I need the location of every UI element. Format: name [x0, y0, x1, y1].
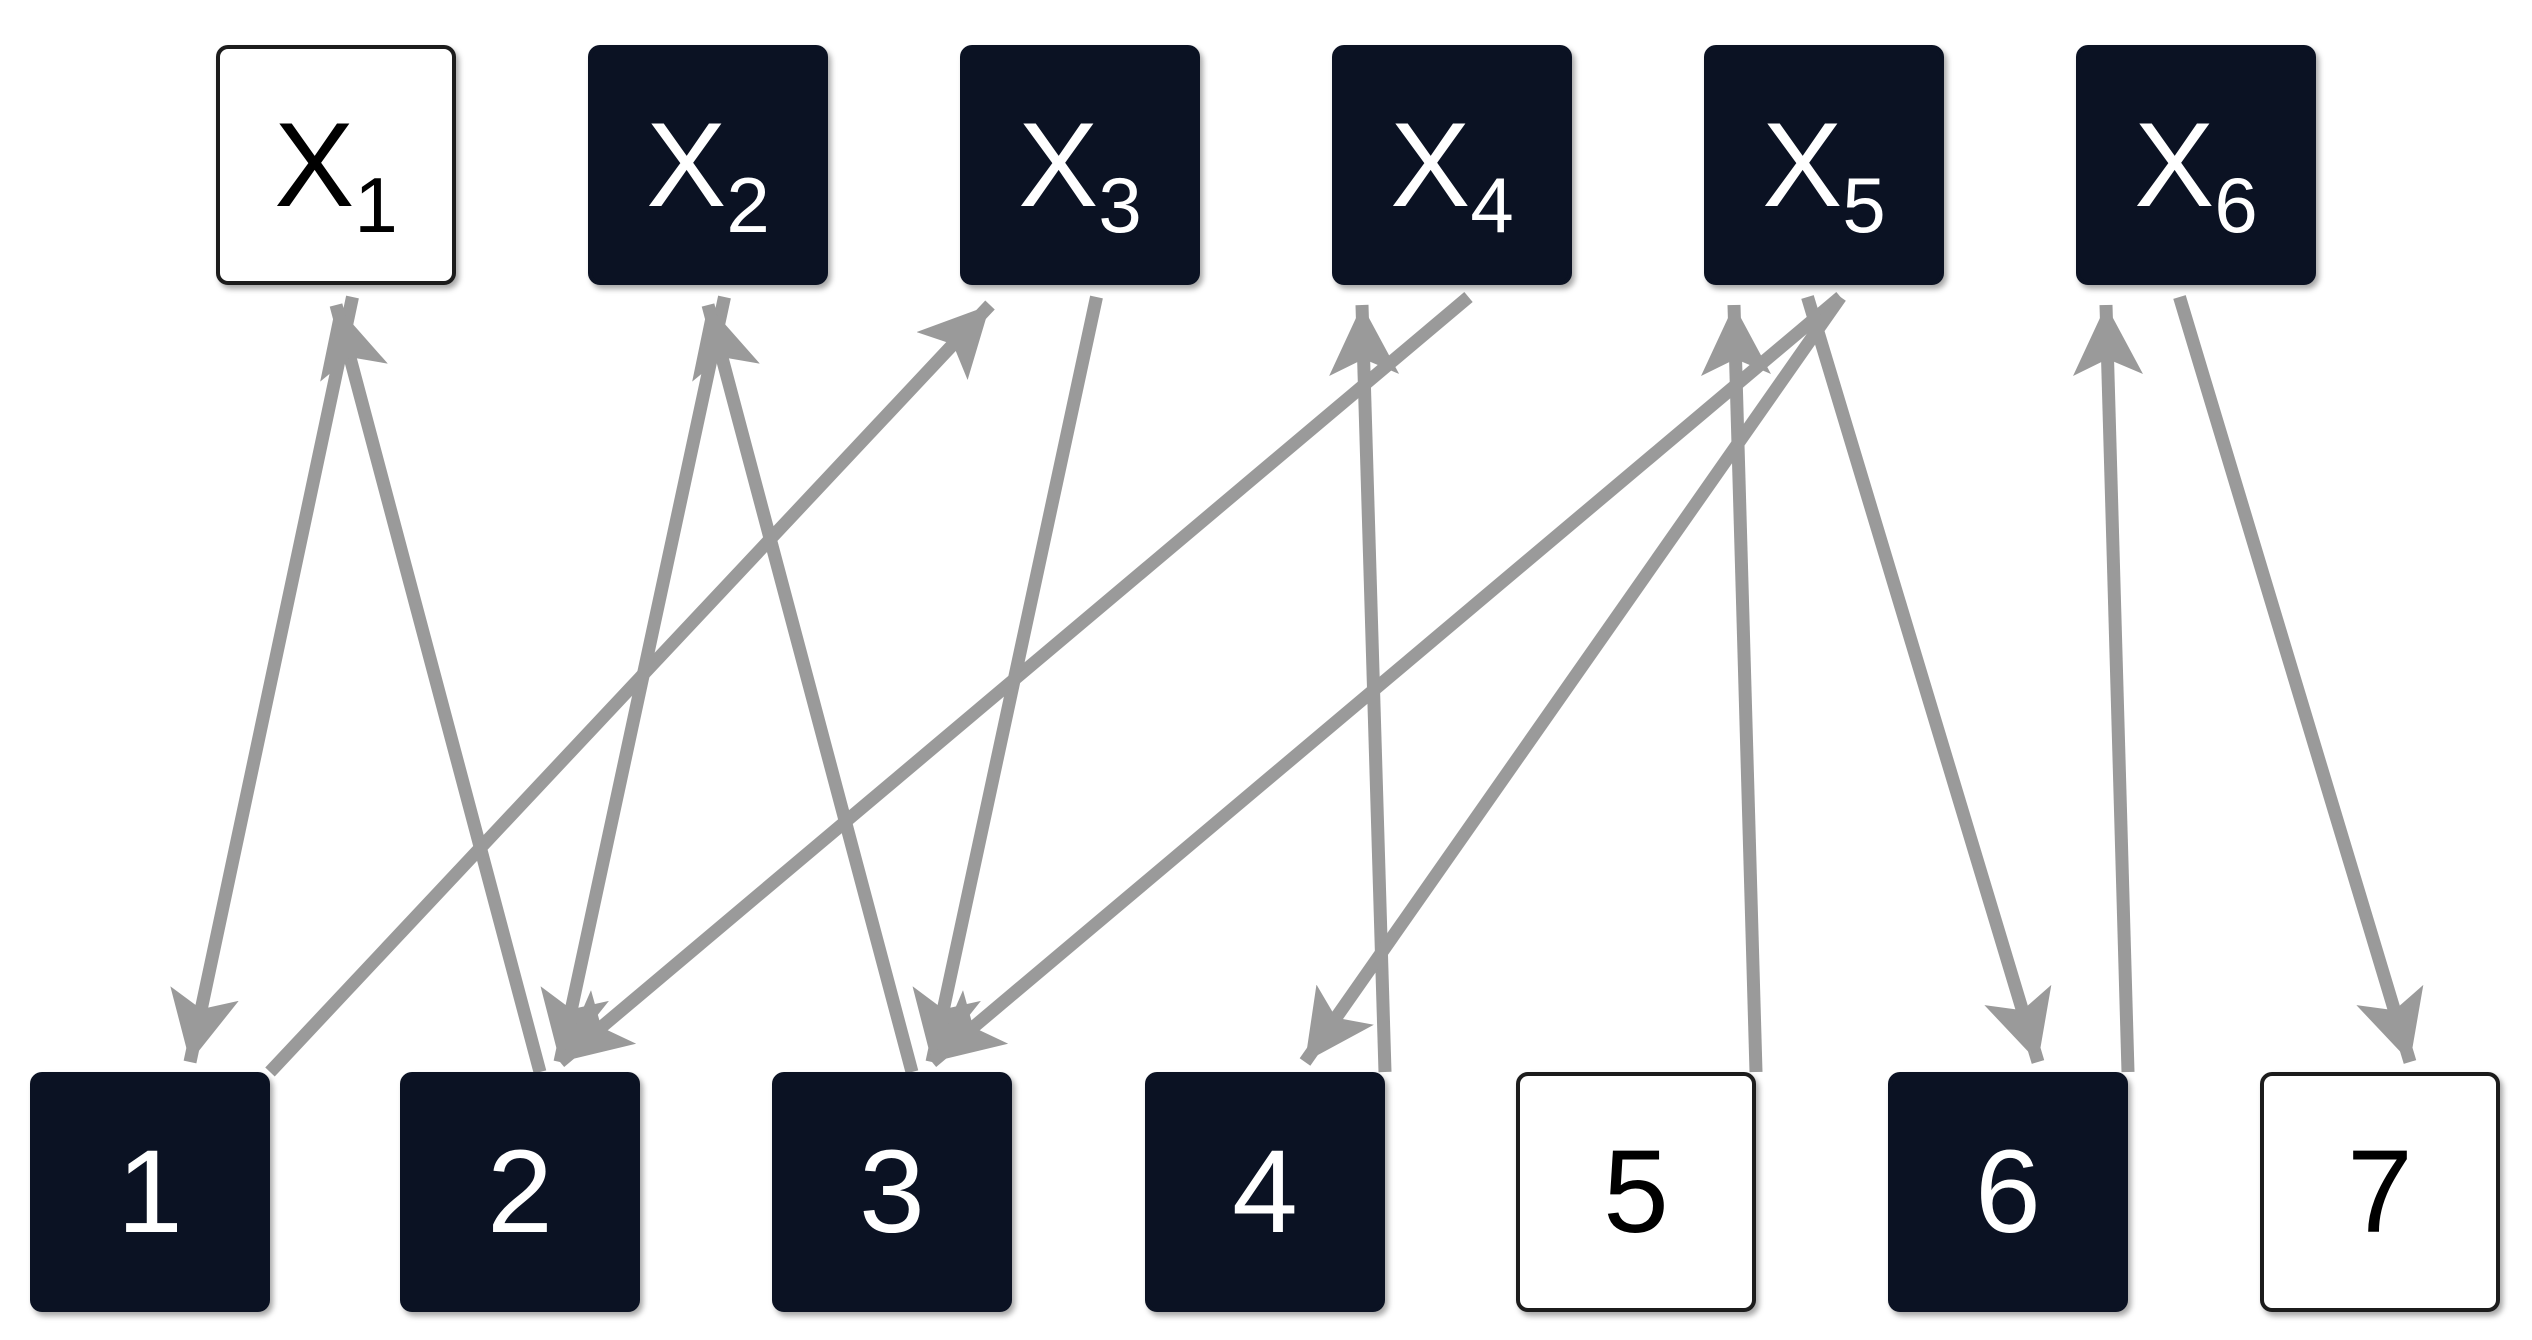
arrow-s6-to-x6: [2073, 304, 2143, 1073]
arrow-s2-to-x1: [320, 303, 547, 1074]
arrow-x6-to-s7: [2173, 295, 2424, 1064]
slot-node-2: 2: [400, 1072, 640, 1312]
arrow-x5-to-s3: [927, 292, 1845, 1067]
slot-node-4: 4: [1145, 1072, 1385, 1312]
slot-label: 5: [1603, 1126, 1669, 1258]
arrow-s3-to-x2: [692, 303, 919, 1074]
slot-node-3: 3: [772, 1072, 1012, 1312]
arrow-x1-to-s1: [170, 295, 359, 1064]
arrow-x5-to-s4: [1299, 293, 1846, 1066]
slot-node-5: 5: [1516, 1072, 1756, 1312]
arrow-s5-to-x5: [1701, 304, 1771, 1073]
edge-layer: [170, 292, 2424, 1077]
arrow-x4-to-s2: [555, 292, 1473, 1067]
slot-node-1: 1: [30, 1072, 270, 1312]
slot-label: 3: [859, 1126, 925, 1258]
slot-node-7: 7: [2260, 1072, 2500, 1312]
slot-node-6: 6: [1888, 1072, 2128, 1312]
arrow-s1-to-x3: [265, 300, 995, 1077]
slot-label: 4: [1232, 1126, 1298, 1258]
slot-label: 6: [1975, 1126, 2041, 1258]
slot-label: 2: [487, 1126, 553, 1258]
arrow-x5-to-s6: [1801, 295, 2052, 1064]
slot-label: 7: [2347, 1126, 2413, 1258]
slot-label: 1: [117, 1126, 183, 1258]
